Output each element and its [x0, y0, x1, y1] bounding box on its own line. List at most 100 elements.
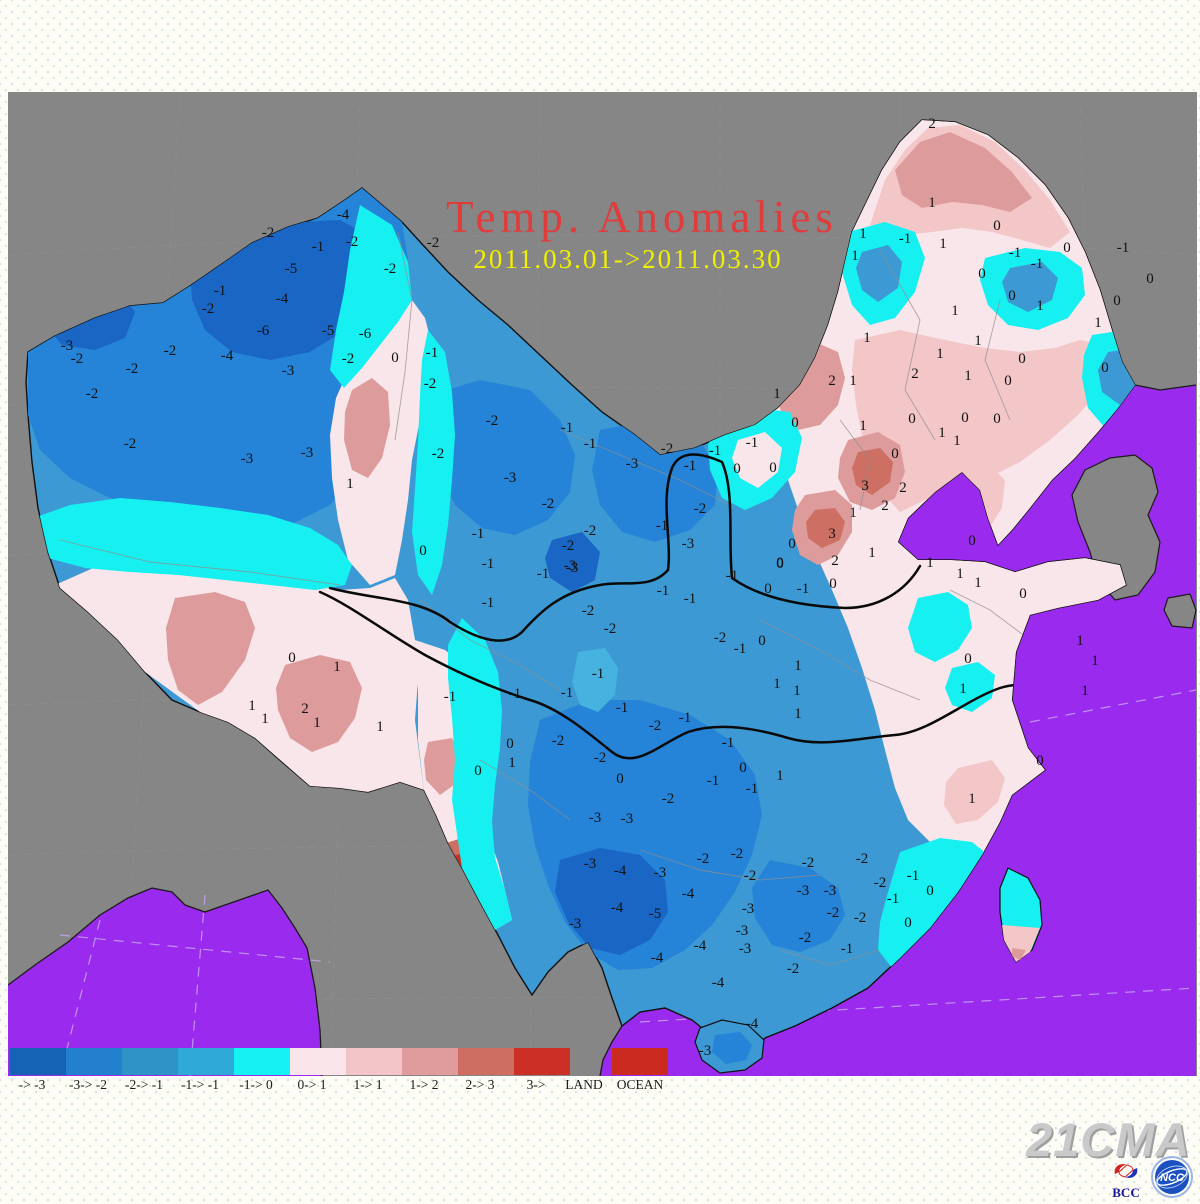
anomaly-value: 1	[849, 373, 857, 389]
anomaly-value: 0	[776, 555, 784, 571]
anomaly-value: 0	[769, 460, 777, 476]
anomaly-value: -3	[564, 558, 577, 574]
anomaly-value: 0	[1019, 586, 1027, 602]
anomaly-value: 1	[859, 418, 867, 434]
anomaly-value: -1	[1117, 240, 1130, 256]
anomaly-value: -2	[584, 523, 597, 539]
anomaly-value: -3	[824, 883, 837, 899]
anomaly-value: -1	[482, 595, 495, 611]
province-boundaries	[59, 231, 1031, 966]
anomaly-value: -4	[651, 950, 664, 966]
anomaly-value: -4	[712, 975, 725, 991]
anomaly-value: -3	[699, 1043, 712, 1059]
anomaly-value: -1	[746, 781, 759, 797]
legend-ocean-swatch	[612, 1048, 668, 1075]
anomaly-value: -2	[697, 851, 710, 867]
anomaly-value: -3	[742, 901, 755, 917]
east-china-sea	[600, 385, 1196, 1076]
anomaly-value: 1	[773, 386, 781, 402]
anomaly-value: 1	[794, 658, 802, 674]
anomaly-value: 0	[961, 410, 969, 426]
anomaly-value: 1	[959, 681, 967, 697]
anomaly-value: 1	[928, 195, 936, 211]
anomaly-value: -2	[542, 496, 555, 512]
map-date-range: 2011.03.01->2011.03.30	[473, 244, 782, 274]
anomaly-value: -1	[616, 700, 629, 716]
anomaly-value: 1	[1091, 653, 1099, 669]
anomaly-value: 0	[764, 581, 772, 597]
rivers	[318, 453, 1042, 760]
anomaly-value: 1	[851, 248, 859, 264]
legend-label: -1-> 0	[239, 1077, 273, 1092]
russia-coastline	[1134, 384, 1197, 391]
anomaly-value: 1	[859, 226, 867, 242]
anomaly-value: -6	[359, 326, 372, 342]
anomaly-value: -3	[584, 856, 597, 872]
anomaly-value: -1	[707, 773, 720, 789]
anomaly-value: 0	[829, 576, 837, 592]
legend-swatch	[178, 1048, 234, 1075]
anomaly-value: -3	[621, 811, 634, 827]
bcc-logo-label: BCC	[1112, 1185, 1140, 1200]
anomaly-value: 0	[506, 736, 514, 752]
legend-swatch	[10, 1048, 66, 1075]
anomaly-value: -1	[592, 666, 605, 682]
anomaly-value: 1	[1036, 298, 1044, 314]
anomaly-value: -2	[604, 621, 617, 637]
legend-swatch	[122, 1048, 178, 1075]
anomaly-value: -2	[802, 855, 815, 871]
anomaly-value: 3	[861, 478, 869, 494]
anomaly-value: 2	[911, 366, 919, 382]
anomaly-value: 0	[733, 461, 741, 477]
anomaly-value: 0	[1036, 753, 1044, 769]
bcc-logo: BCC	[1100, 1160, 1152, 1199]
anomaly-value: -2	[342, 351, 355, 367]
anomaly-zones	[28, 120, 1135, 970]
anomaly-value: 1	[793, 683, 801, 699]
anomaly-value: 1	[776, 768, 784, 784]
anomaly-value: -1	[561, 420, 574, 436]
anomaly-value: -4	[694, 938, 707, 954]
anomaly-value: -3	[301, 445, 314, 461]
anomaly-value: 3	[828, 526, 836, 542]
anomaly-value: -2	[262, 225, 275, 241]
anomaly-value: 0	[978, 266, 986, 282]
anomaly-value: 0	[776, 556, 784, 572]
anomaly-value: -2	[694, 501, 707, 517]
anomaly-value: -3	[589, 810, 602, 826]
islands	[694, 867, 1043, 1074]
anomaly-value: -1	[679, 710, 692, 726]
anomaly-value: -2	[427, 235, 440, 251]
anomaly-value: 0	[1146, 271, 1154, 287]
anomaly-value: -2	[856, 851, 869, 867]
anomaly-value-labels: -2-4-1 -2-5 -2-2-1-2-4-6 -5 -6-3-2-2-2-4-2-3…	[61, 116, 1154, 1059]
anomaly-value: 1	[863, 330, 871, 346]
anomaly-value: -1	[684, 591, 697, 607]
anomaly-value: 1	[974, 575, 982, 591]
anomaly-value: 1	[794, 706, 802, 722]
anomaly-value: 2	[831, 553, 839, 569]
anomaly-value: 0	[1018, 351, 1026, 367]
anomaly-value: 1	[313, 715, 321, 731]
anomaly-value: -3	[566, 560, 579, 576]
anomaly-value: 0	[1008, 288, 1016, 304]
legend-label: -1-> -1	[181, 1077, 219, 1092]
anomaly-value: -1	[482, 556, 495, 572]
anomaly-value: -2	[661, 441, 674, 457]
legend-label: 1-> 1	[354, 1077, 383, 1092]
anomaly-value: 0	[788, 536, 796, 552]
anomaly-value: -4	[682, 886, 695, 902]
anomaly-value: -1	[444, 689, 457, 705]
anomaly-value: -2	[86, 386, 99, 402]
anomaly-value: 0	[908, 411, 916, 427]
anomaly-value: -1	[899, 231, 912, 247]
anomaly-value: -3	[682, 536, 695, 552]
anomaly-value: -1	[841, 941, 854, 957]
bay-of-bengal	[8, 888, 322, 1076]
anomaly-value: -3	[504, 470, 517, 486]
legend-swatch	[458, 1048, 514, 1075]
anomaly-value: 1	[1094, 315, 1102, 331]
legend-label: -> -3	[19, 1077, 46, 1092]
anomaly-value: -3	[626, 456, 639, 472]
anomaly-value: 1	[248, 698, 256, 714]
